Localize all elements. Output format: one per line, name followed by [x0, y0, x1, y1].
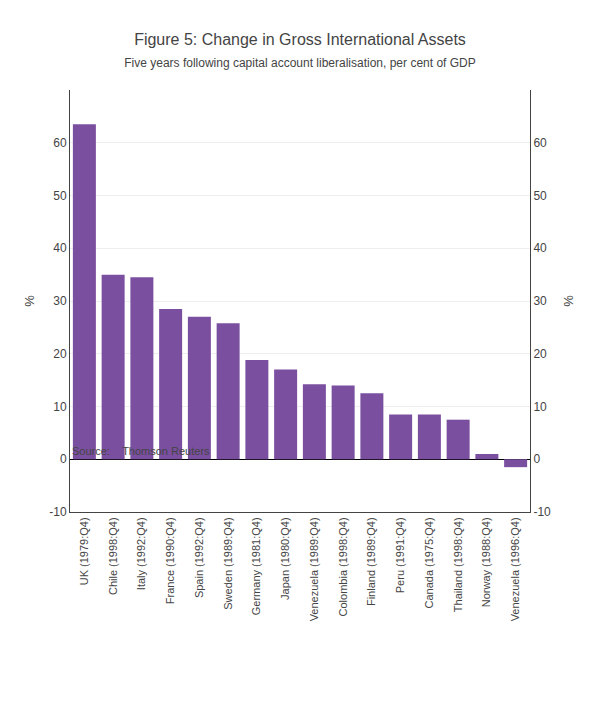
svg-text:60: 60 — [53, 136, 67, 150]
svg-text:Figure 5: Change in Gross Inte: Figure 5: Change in Gross International … — [134, 31, 466, 48]
svg-text:50: 50 — [53, 189, 67, 203]
svg-text:Canada (1975:Q4): Canada (1975:Q4) — [423, 517, 435, 608]
svg-text:40: 40 — [53, 241, 67, 255]
svg-text:20: 20 — [533, 347, 547, 361]
svg-text:30: 30 — [533, 294, 547, 308]
svg-text:Thailand (1998:Q4): Thailand (1998:Q4) — [452, 517, 464, 612]
svg-text:10: 10 — [533, 400, 547, 414]
svg-text:Peru (1991:Q4): Peru (1991:Q4) — [394, 517, 406, 593]
svg-text:30: 30 — [53, 294, 67, 308]
svg-text:Italy (1992:Q4): Italy (1992:Q4) — [135, 517, 147, 590]
svg-text:10: 10 — [53, 400, 67, 414]
svg-text:Germany (1981:Q4): Germany (1981:Q4) — [250, 517, 262, 615]
svg-text:20: 20 — [53, 347, 67, 361]
svg-text:50: 50 — [533, 189, 547, 203]
svg-text:-10: -10 — [49, 505, 67, 519]
svg-text:Spain (1992:Q4): Spain (1992:Q4) — [193, 517, 205, 598]
svg-text:40: 40 — [533, 241, 547, 255]
svg-text:%: % — [22, 295, 37, 307]
svg-text:Sweden (1989:Q4): Sweden (1989:Q4) — [222, 517, 234, 609]
svg-text:Source: Thomson Reuters: Source: Thomson Reuters — [72, 445, 210, 457]
svg-text:0: 0 — [60, 452, 67, 466]
svg-text:Chile (1998:Q4): Chile (1998:Q4) — [107, 517, 119, 595]
svg-text:%: % — [561, 295, 576, 307]
svg-text:Venezuela (1989:Q4): Venezuela (1989:Q4) — [308, 517, 320, 621]
svg-text:-10: -10 — [533, 505, 551, 519]
svg-text:Venezuela (1996:Q4): Venezuela (1996:Q4) — [509, 517, 521, 621]
svg-text:UK (1979:Q4): UK (1979:Q4) — [78, 517, 90, 585]
svg-text:Colombia (1998:Q4): Colombia (1998:Q4) — [337, 517, 349, 616]
svg-text:France (1990:Q4): France (1990:Q4) — [164, 517, 176, 604]
svg-text:Five years following capital a: Five years following capital account lib… — [124, 56, 476, 70]
svg-text:Japan (1980:Q4): Japan (1980:Q4) — [279, 517, 291, 600]
svg-text:0: 0 — [533, 452, 540, 466]
svg-text:Finland (1989:Q4): Finland (1989:Q4) — [365, 517, 377, 606]
svg-text:60: 60 — [533, 136, 547, 150]
svg-text:Norway (1988:Q4): Norway (1988:Q4) — [480, 517, 492, 607]
